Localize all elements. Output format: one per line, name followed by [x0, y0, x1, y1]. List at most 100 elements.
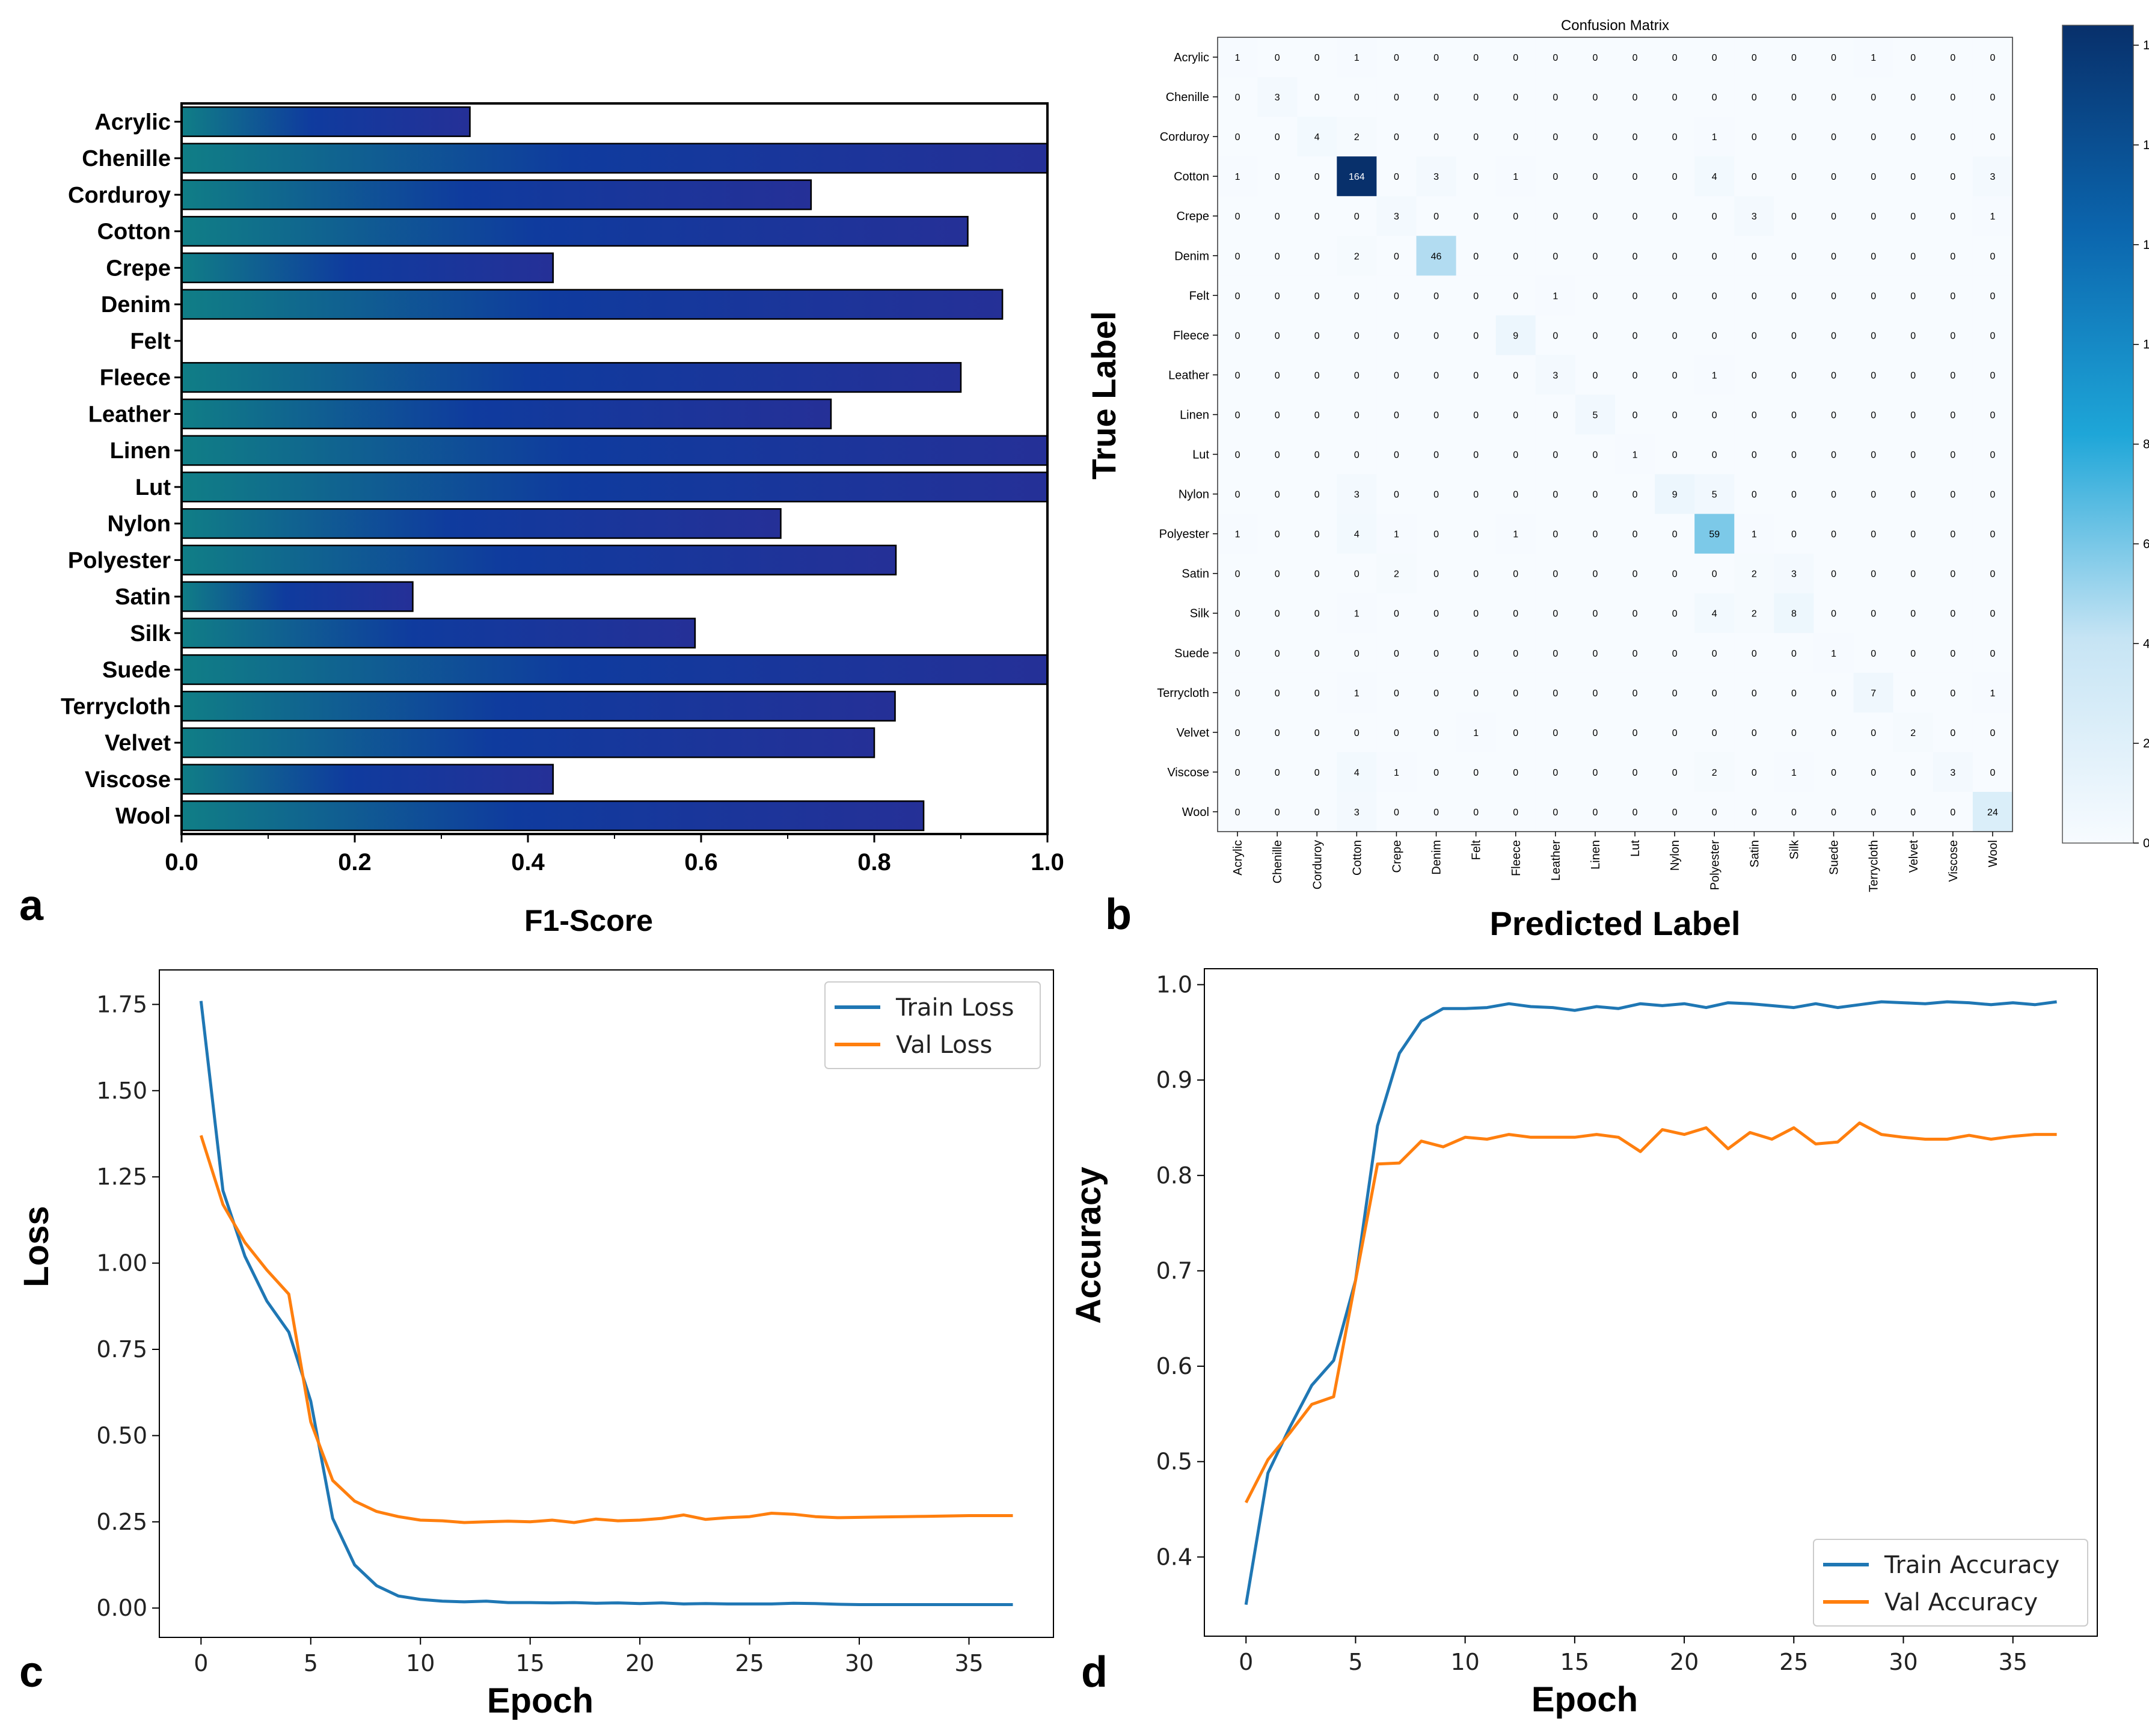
- cell-acrylic-crepe: [1376, 37, 1417, 78]
- cell-value: 0: [1473, 569, 1479, 580]
- cell-chenille-wool: [1972, 77, 2013, 117]
- cell-linen-linen: [1575, 394, 1616, 435]
- cell-value: 0: [1433, 490, 1439, 500]
- cell-velvet-crepe: [1376, 712, 1417, 753]
- cell-value: 1: [1831, 649, 1836, 659]
- cell-value: 0: [1950, 251, 1955, 262]
- cell-value: 0: [1632, 251, 1638, 262]
- legend-label-train-accuracy: Train Accuracy: [1884, 1551, 2059, 1579]
- cell-crepe-crepe: [1376, 196, 1417, 236]
- cell-value: 0: [1950, 53, 1955, 63]
- cell-value: 0: [1314, 212, 1320, 222]
- y-axis-label: True Label: [1085, 311, 1123, 479]
- cell-value: 0: [1791, 728, 1797, 738]
- x-tick-label-1: 5: [1348, 1649, 1363, 1675]
- cell-value: 0: [1433, 132, 1439, 143]
- cell-crepe-denim: [1416, 196, 1457, 236]
- cell-value: 0: [1433, 53, 1439, 63]
- cell-value: 0: [1394, 331, 1399, 341]
- cell-value: 0: [1950, 410, 1955, 420]
- cell-terrycloth-felt: [1456, 672, 1497, 713]
- cell-value: 0: [1473, 490, 1479, 500]
- cell-terrycloth-denim: [1416, 672, 1457, 713]
- colorbar-tick-label-6: 120: [2143, 238, 2149, 252]
- cell-value: 0: [1314, 728, 1320, 738]
- y-tick-label-acrylic: Acrylic: [1174, 51, 1209, 64]
- cell-value: 0: [1910, 172, 1916, 182]
- cell-corduroy-suede: [1813, 117, 1854, 157]
- bar-velvet: [180, 727, 875, 758]
- cell-value: 0: [1712, 331, 1717, 341]
- y-tick-label-silk: Silk: [1190, 607, 1210, 621]
- cell-crepe-lut: [1615, 196, 1655, 236]
- cell-value: 0: [1871, 450, 1876, 461]
- cell-corduroy-leather: [1535, 117, 1576, 157]
- cell-value: 1: [1712, 370, 1717, 381]
- cell-chenille-felt: [1456, 77, 1497, 117]
- cell-value: 0: [1275, 728, 1280, 738]
- cell-value: 3: [1433, 172, 1439, 182]
- cell-value: 0: [1950, 609, 1955, 619]
- cell-value: 3: [1354, 490, 1360, 500]
- cell-value: 0: [1752, 808, 1757, 818]
- plot-frame: [1204, 968, 2098, 1637]
- cell-value: 2: [1752, 609, 1757, 619]
- cell-value: 1: [1791, 768, 1797, 778]
- cell-nylon-polyester: [1694, 474, 1735, 515]
- cell-cotton-satin: [1734, 156, 1774, 197]
- cell-value: 0: [1354, 93, 1360, 103]
- cell-value: 0: [1592, 53, 1598, 63]
- cell-value: 0: [1275, 768, 1280, 778]
- cell-value: 0: [1950, 212, 1955, 222]
- cell-value: 0: [1513, 93, 1518, 103]
- cell-value: 0: [1672, 768, 1678, 778]
- cell-lut-denim: [1416, 434, 1457, 475]
- y-tick-label-1: 0.5: [1156, 1449, 1192, 1475]
- cell-value: 0: [1672, 132, 1678, 143]
- cell-viscose-chenille: [1257, 752, 1298, 793]
- cell-value: 0: [1910, 490, 1916, 500]
- cell-felt-satin: [1734, 275, 1774, 316]
- cell-suede-terrycloth: [1853, 633, 1894, 673]
- cell-value: 0: [1791, 53, 1797, 63]
- cell-viscose-denim: [1416, 752, 1457, 793]
- cell-value: 0: [1791, 331, 1797, 341]
- cell-value: 0: [1553, 569, 1558, 580]
- cell-value: 0: [1513, 689, 1518, 699]
- cell-crepe-chenille: [1257, 196, 1298, 236]
- cell-value: 0: [1712, 808, 1717, 818]
- cell-lut-lut: [1615, 434, 1655, 475]
- cell-value: 0: [1473, 370, 1479, 381]
- cell-value: 0: [1791, 490, 1797, 500]
- y-tick-label-polyester: Polyester: [68, 548, 171, 573]
- bar-leather: [180, 398, 832, 429]
- cell-value: 0: [1910, 291, 1916, 301]
- cell-value: 0: [1473, 410, 1479, 420]
- cell-value: 0: [1235, 569, 1240, 580]
- cell-value: 0: [1394, 609, 1399, 619]
- cell-acrylic-nylon: [1655, 37, 1695, 78]
- cell-value: 0: [1871, 808, 1876, 818]
- cell-value: 0: [1831, 212, 1836, 222]
- cell-crepe-corduroy: [1297, 196, 1337, 236]
- cell-fleece-satin: [1734, 315, 1774, 355]
- cell-velvet-acrylic: [1218, 712, 1258, 753]
- cell-value: 0: [1314, 172, 1320, 182]
- y-tick-label-3: 0.7: [1156, 1257, 1192, 1284]
- cell-value: 3: [1275, 93, 1280, 103]
- cell-value: 0: [1752, 172, 1757, 182]
- cell-value: 0: [1553, 251, 1558, 262]
- cell-value: 0: [1672, 649, 1678, 659]
- cell-value: 0: [1513, 291, 1518, 301]
- x-tick-label-0: 0.0: [165, 849, 198, 876]
- y-tick-label-corduroy: Corduroy: [68, 183, 171, 208]
- cell-value: 0: [1592, 569, 1598, 580]
- cell-value: 0: [1871, 212, 1876, 222]
- cell-value: 0: [1791, 291, 1797, 301]
- cell-value: 0: [1473, 649, 1479, 659]
- cell-felt-viscose: [1933, 275, 1973, 316]
- cell-value: 0: [1592, 689, 1598, 699]
- cell-value: 0: [1712, 410, 1717, 420]
- y-tick-label-6: 1.0: [1156, 971, 1192, 998]
- cell-value: 0: [1433, 530, 1439, 540]
